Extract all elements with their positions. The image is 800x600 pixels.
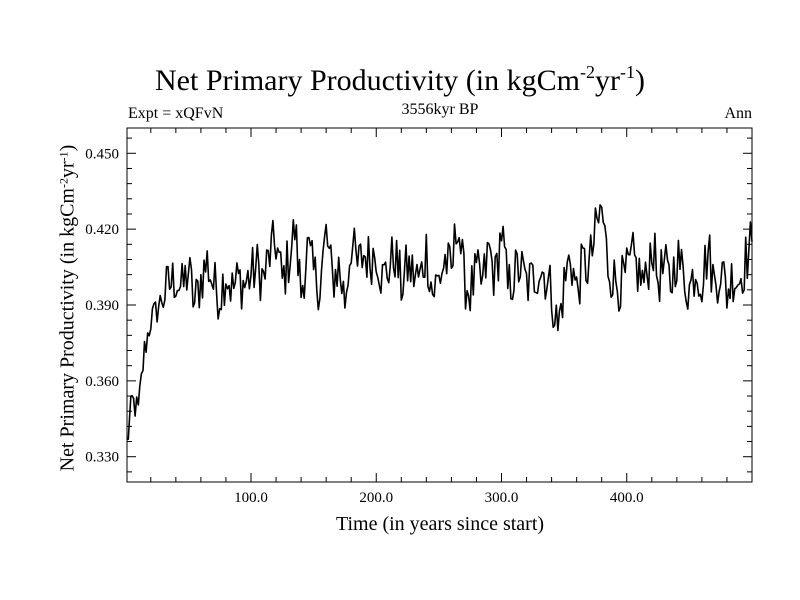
x-tick-label: 400.0 bbox=[610, 490, 644, 506]
x-axis-label: Time (in years since start) bbox=[335, 513, 545, 535]
y-tick-label: 0.390 bbox=[85, 298, 119, 314]
chart-title: Net Primary Productivity (in kgCm-2yr-1) bbox=[155, 62, 645, 97]
x-tick-label: 300.0 bbox=[485, 490, 519, 506]
y-tick-label: 0.450 bbox=[85, 146, 119, 162]
y-tick-label: 0.330 bbox=[85, 450, 119, 466]
y-axis-label: Net Primary Productivity (in kgCm-2yr-1) bbox=[56, 144, 79, 472]
x-tick-label: 100.0 bbox=[234, 490, 268, 506]
series-line bbox=[126, 204, 753, 441]
period-label: 3556kyr BP bbox=[401, 101, 479, 118]
experiment-label: Expt = xQFvN bbox=[128, 105, 224, 122]
season-label: Ann bbox=[724, 105, 752, 122]
x-tick-label: 200.0 bbox=[359, 490, 393, 506]
y-tick-label: 0.360 bbox=[85, 374, 119, 390]
y-tick-label: 0.420 bbox=[85, 222, 119, 238]
